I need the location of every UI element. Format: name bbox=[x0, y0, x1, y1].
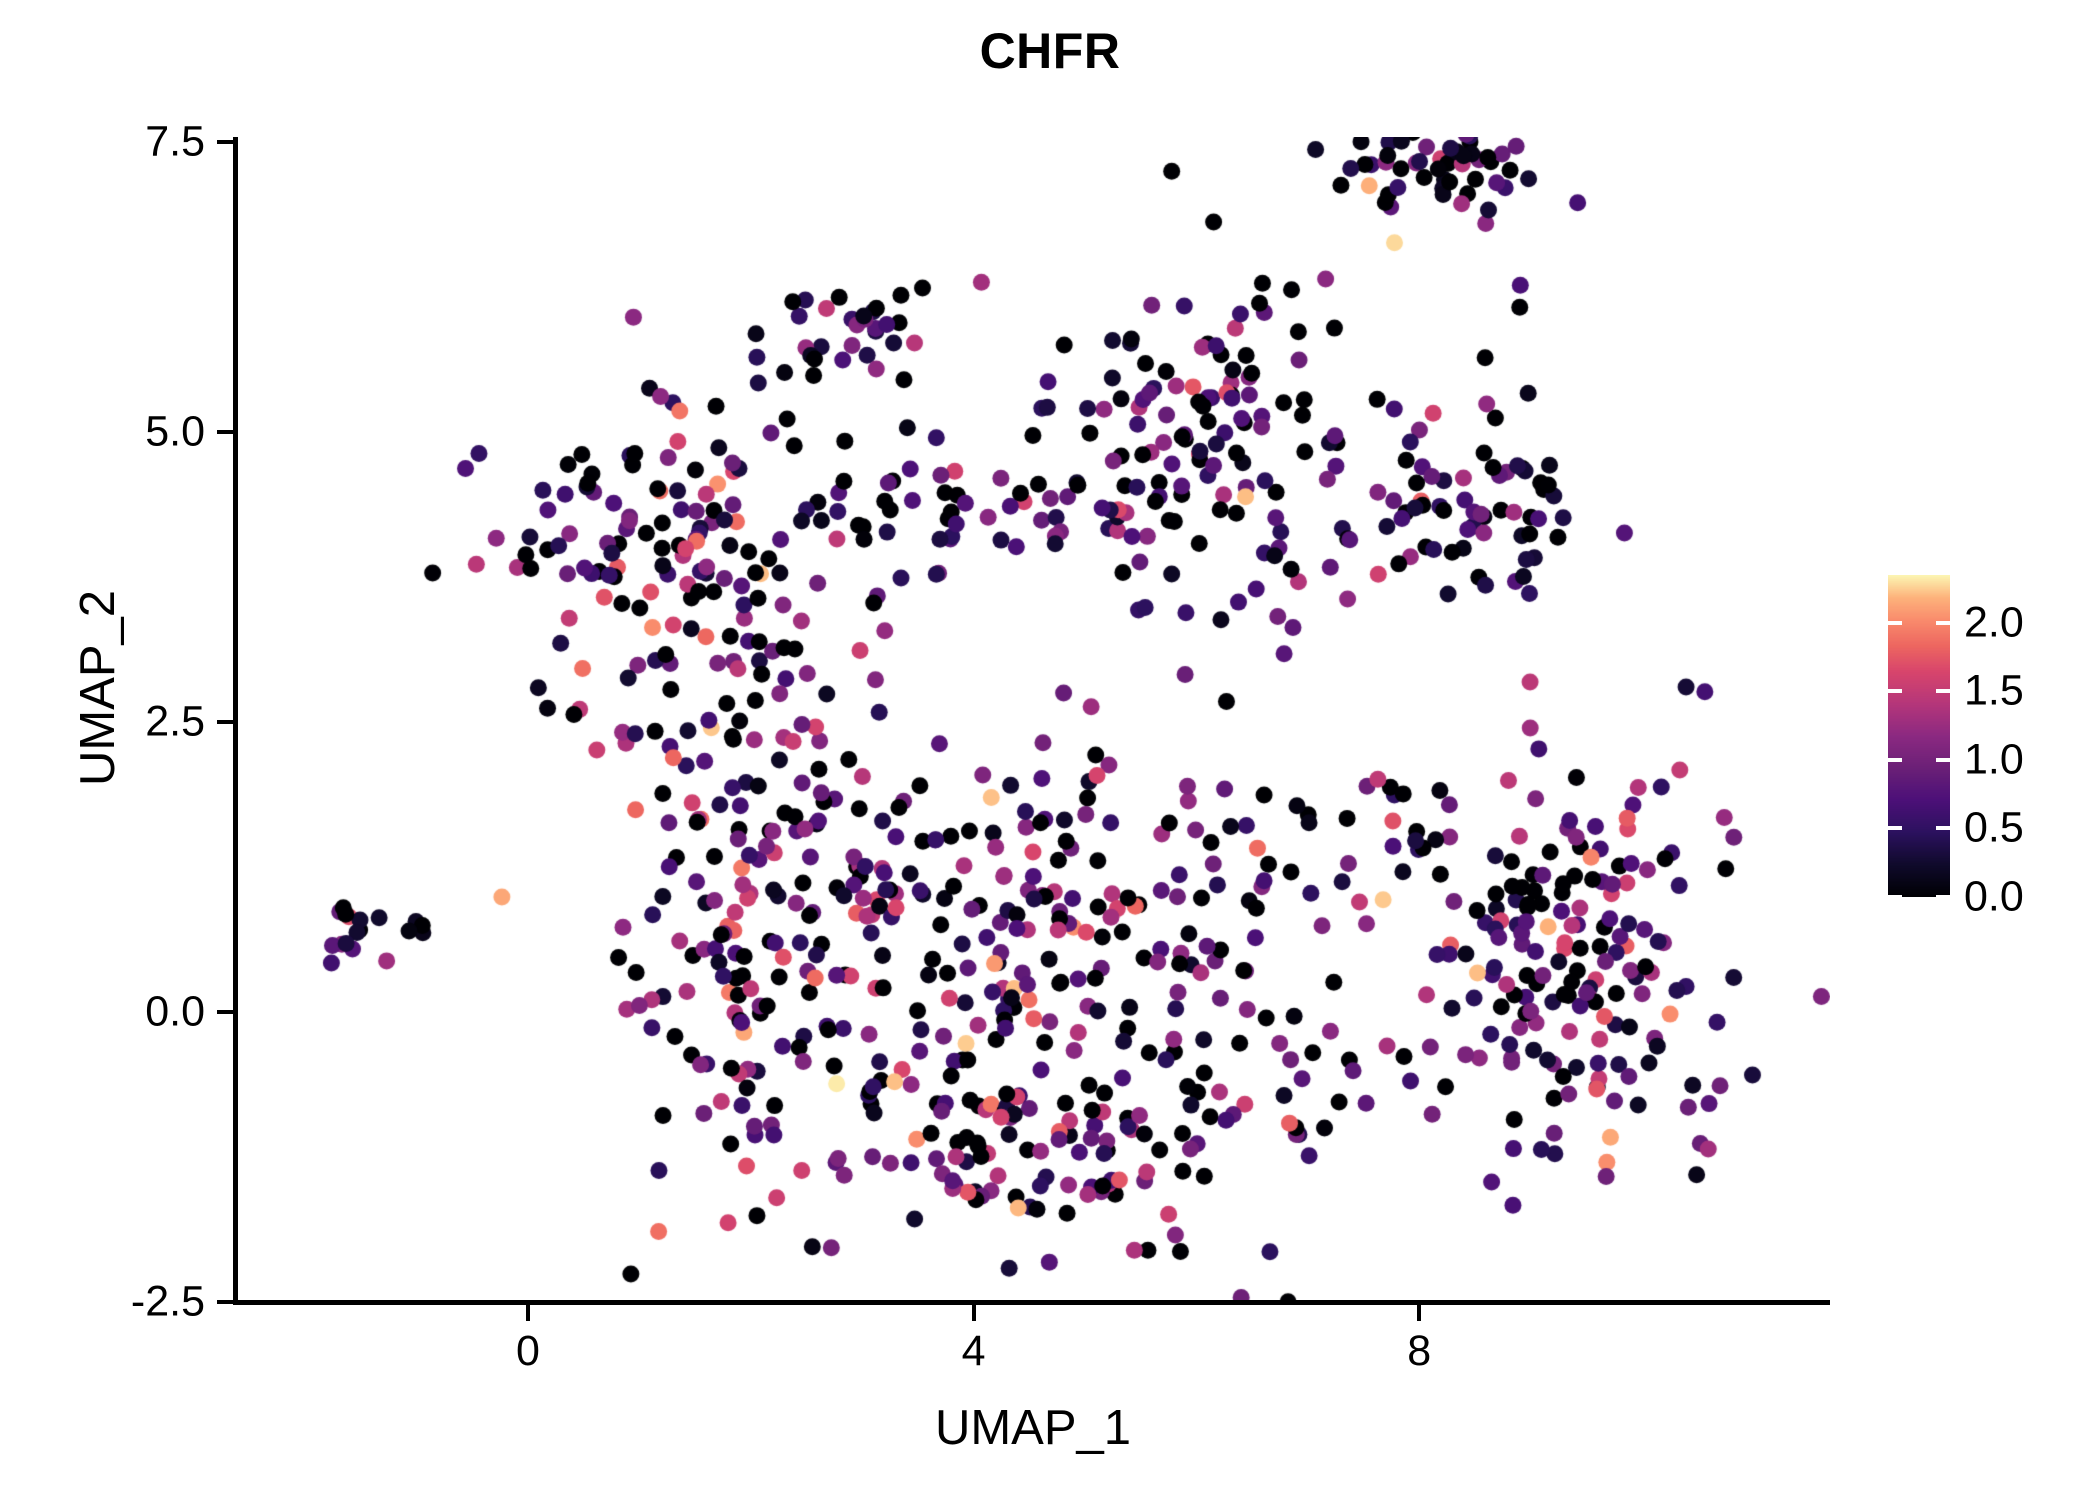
y-tick-mark bbox=[217, 430, 233, 434]
y-tick-mark bbox=[217, 1300, 233, 1304]
legend-tick-label: 1.5 bbox=[1964, 666, 2024, 715]
x-tick-mark bbox=[526, 1305, 530, 1321]
y-tick-label: -2.5 bbox=[130, 1277, 205, 1326]
legend-tick-mark bbox=[1936, 895, 1950, 899]
y-tick-label: 0.0 bbox=[145, 987, 205, 1036]
legend-tick-mark bbox=[1936, 826, 1950, 831]
legend-tick-label: 0.0 bbox=[1964, 872, 2024, 921]
legend-tick-mark bbox=[1936, 757, 1950, 762]
y-tick-label: 7.5 bbox=[145, 117, 205, 166]
legend-tick-mark bbox=[1888, 895, 1902, 899]
page-title: CHFR bbox=[979, 23, 1121, 79]
x-tick-label: 0 bbox=[516, 1327, 540, 1375]
legend-tick-mark bbox=[1888, 620, 1902, 625]
y-tick-mark bbox=[217, 140, 233, 144]
legend-tick-mark bbox=[1888, 757, 1902, 762]
legend-tick-label: 2.0 bbox=[1964, 598, 2024, 647]
y-tick-label: 5.0 bbox=[145, 407, 205, 456]
x-tick-label: 8 bbox=[1407, 1327, 1432, 1375]
legend-colorbar bbox=[1888, 575, 1950, 897]
scatter-canvas bbox=[236, 137, 1830, 1302]
color-legend: 0.0 0.5 1.0 1.5 2.0 bbox=[1888, 575, 2068, 921]
x-axis-line bbox=[233, 1300, 1830, 1305]
y-tick-mark bbox=[217, 720, 233, 724]
legend-tick-label: 0.5 bbox=[1964, 803, 2024, 852]
legend-tick-mark bbox=[1888, 689, 1902, 694]
y-tick-mark bbox=[217, 1010, 233, 1014]
legend-tick-mark bbox=[1888, 826, 1902, 831]
y-tick-label: 2.5 bbox=[145, 697, 205, 746]
x-tick-label: 4 bbox=[961, 1327, 986, 1375]
y-axis-line bbox=[233, 137, 238, 1305]
legend-tick-label: 1.0 bbox=[1964, 735, 2024, 784]
x-tick-mark bbox=[971, 1305, 976, 1321]
legend-tick-mark bbox=[1936, 620, 1950, 625]
legend-tick-mark bbox=[1936, 689, 1950, 694]
y-axis-label: UMAP_2 bbox=[71, 589, 125, 787]
plot-panel bbox=[236, 137, 1830, 1302]
x-tick-mark bbox=[1417, 1305, 1422, 1321]
x-axis-label: UMAP_1 bbox=[934, 1401, 1132, 1455]
